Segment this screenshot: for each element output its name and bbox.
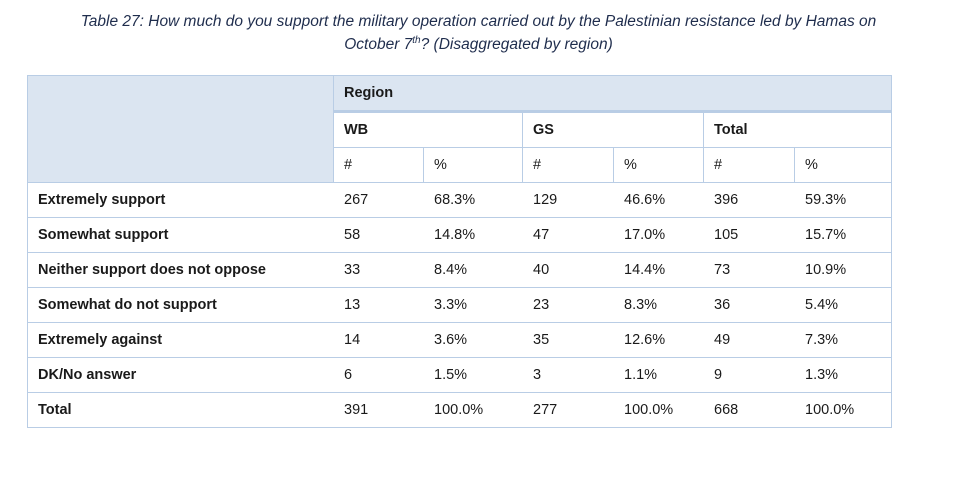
caption-line-2-prefix: October 7 — [344, 36, 413, 53]
table-cell: 35 — [522, 322, 614, 358]
table-cell: 1.3% — [793, 357, 893, 393]
subheader-cell: % — [793, 147, 893, 183]
table-cell: 129 — [522, 182, 614, 218]
row-label: Extremely against — [27, 322, 334, 358]
table-cell: 17.0% — [613, 217, 704, 253]
caption-superscript: th — [412, 35, 421, 46]
caption-line-1: Table 27: How much do you support the mi… — [80, 13, 877, 30]
table-cell: 15.7% — [793, 217, 893, 253]
table-cell: 7.3% — [793, 322, 893, 358]
table-row: DK/No answer 6 1.5% 3 1.1% 9 1.3% — [27, 357, 893, 393]
table-cell: 3 — [522, 357, 614, 393]
region-header-row: Region — [27, 75, 893, 183]
table-caption: Table 27: How much do you support the mi… — [20, 10, 937, 56]
table-cell: 396 — [703, 182, 795, 218]
table-cell: 1.5% — [423, 357, 523, 393]
subheader-cell: % — [613, 147, 704, 183]
table-row: Extremely support 267 68.3% 129 46.6% 39… — [27, 182, 893, 218]
total-row: Total 391 100.0% 277 100.0% 668 100.0% — [27, 392, 893, 428]
row-label: DK/No answer — [27, 357, 334, 393]
row-label: Somewhat support — [27, 217, 334, 253]
caption-line-2-suffix: ? (Disaggregated by region) — [420, 36, 613, 53]
subheader-cell: % — [423, 147, 523, 183]
table-cell: 105 — [703, 217, 795, 253]
table-cell: 6 — [333, 357, 424, 393]
table-cell: 14 — [333, 322, 424, 358]
table-cell: 8.3% — [613, 287, 704, 323]
table-cell: 100.0% — [423, 392, 523, 428]
region-header: Region — [332, 75, 893, 113]
table-cell: 47 — [522, 217, 614, 253]
table-cell: 12.6% — [613, 322, 704, 358]
table-cell: 40 — [522, 252, 614, 288]
table-cell: 46.6% — [613, 182, 704, 218]
row-label: Neither support does not oppose — [27, 252, 334, 288]
table-cell: 3.6% — [423, 322, 523, 358]
table-row: Extremely against 14 3.6% 35 12.6% 49 7.… — [27, 322, 893, 358]
caption-line-2: October 7th? (Disaggregated by region) — [20, 33, 937, 56]
group-header-row: WB GS Total — [28, 111, 893, 148]
table-cell: 9 — [703, 357, 795, 393]
table-cell: 5.4% — [793, 287, 893, 323]
table-cell: 100.0% — [793, 392, 893, 428]
region-support-table: Region WB GS Total # % # % # % Extremely… — [27, 75, 893, 428]
group-header-total: Total — [702, 111, 893, 148]
subheader-cell: # — [333, 147, 424, 183]
table-cell: 33 — [333, 252, 424, 288]
table-cell: 59.3% — [793, 182, 893, 218]
row-label: Somewhat do not support — [27, 287, 334, 323]
table-cell: 8.4% — [423, 252, 523, 288]
header-corner-cell — [27, 75, 334, 183]
table-cell: 1.1% — [613, 357, 704, 393]
table-row: Neither support does not oppose 33 8.4% … — [27, 252, 893, 288]
table-cell: 10.9% — [793, 252, 893, 288]
subheader-cell: # — [522, 147, 614, 183]
group-header-gs: GS — [522, 111, 704, 148]
table-cell: 36 — [703, 287, 795, 323]
table-cell: 267 — [333, 182, 424, 218]
table-row: Somewhat support 58 14.8% 47 17.0% 105 1… — [27, 217, 893, 253]
table-cell: 58 — [333, 217, 424, 253]
table-cell: 23 — [522, 287, 614, 323]
table-cell: 3.3% — [423, 287, 523, 323]
subheader-cell: # — [703, 147, 795, 183]
table-cell: 73 — [703, 252, 795, 288]
table-cell: 13 — [333, 287, 424, 323]
table-cell: 277 — [522, 392, 614, 428]
group-header-wb: WB — [333, 111, 523, 148]
table-cell: 14.4% — [613, 252, 704, 288]
table-cell: 14.8% — [423, 217, 523, 253]
table-cell: 100.0% — [613, 392, 704, 428]
row-label: Extremely support — [27, 182, 334, 218]
table-cell: 391 — [333, 392, 424, 428]
table-row: Somewhat do not support 13 3.3% 23 8.3% … — [27, 287, 893, 323]
subheader-row: # % # % # % — [28, 147, 893, 183]
table-cell: 49 — [703, 322, 795, 358]
table-cell: 68.3% — [423, 182, 523, 218]
table-cell: 668 — [703, 392, 795, 428]
row-label: Total — [27, 392, 334, 428]
